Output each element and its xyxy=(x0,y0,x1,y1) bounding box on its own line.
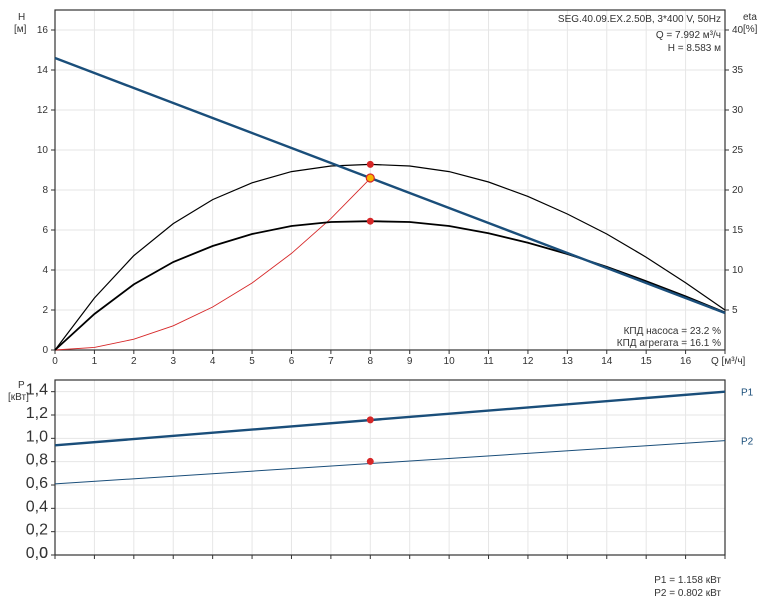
svg-text:16: 16 xyxy=(680,356,692,367)
svg-text:30: 30 xyxy=(732,105,744,116)
p2-curve xyxy=(55,441,725,484)
marker-p1 xyxy=(367,416,374,423)
eta-pump-label: КПД насоса = 23.2 % xyxy=(624,326,722,337)
svg-text:6: 6 xyxy=(42,225,48,236)
svg-text:14: 14 xyxy=(37,65,49,76)
svg-text:[м]: [м] xyxy=(14,24,27,35)
svg-text:0,6: 0,6 xyxy=(26,475,48,492)
svg-text:5: 5 xyxy=(249,356,255,367)
svg-text:11: 11 xyxy=(483,356,494,367)
svg-text:H: H xyxy=(18,12,25,23)
svg-text:9: 9 xyxy=(407,356,413,367)
svg-text:[кВт]: [кВт] xyxy=(8,392,29,403)
marker-p2 xyxy=(367,458,374,465)
eta-unit-label: КПД агрегата = 16.1 % xyxy=(617,338,721,349)
svg-text:10: 10 xyxy=(444,356,456,367)
svg-text:0: 0 xyxy=(52,356,58,367)
svg-text:0: 0 xyxy=(42,345,48,356)
marker-duty-point xyxy=(366,174,374,182)
p1-readout: P1 = 1.158 кВт xyxy=(654,575,721,586)
svg-text:1,2: 1,2 xyxy=(26,405,48,422)
svg-text:10: 10 xyxy=(732,265,744,276)
svg-text:15: 15 xyxy=(641,356,653,367)
chart-svg: 0123456789101112131415162468101214160510… xyxy=(0,0,774,611)
head-curve xyxy=(55,58,725,313)
svg-text:0,4: 0,4 xyxy=(26,498,48,515)
svg-text:0,2: 0,2 xyxy=(26,522,48,539)
svg-text:12: 12 xyxy=(522,356,534,367)
svg-text:40: 40 xyxy=(732,25,744,36)
svg-text:4: 4 xyxy=(42,265,48,276)
p1-series-label: P1 xyxy=(741,388,754,399)
p2-series-label: P2 xyxy=(741,437,754,448)
svg-text:12: 12 xyxy=(37,105,49,116)
svg-text:5: 5 xyxy=(732,305,738,316)
svg-text:14: 14 xyxy=(601,356,613,367)
svg-text:[%]: [%] xyxy=(743,24,758,35)
marker-eta-pump xyxy=(367,161,374,168)
svg-text:P: P xyxy=(18,380,25,391)
marker-eta-unit xyxy=(367,218,374,225)
svg-text:6: 6 xyxy=(289,356,295,367)
svg-text:1: 1 xyxy=(92,356,98,367)
svg-text:13: 13 xyxy=(562,356,574,367)
svg-text:20: 20 xyxy=(732,185,744,196)
svg-text:15: 15 xyxy=(732,225,744,236)
svg-text:2: 2 xyxy=(131,356,137,367)
p2-readout: P2 = 0.802 кВт xyxy=(654,588,721,599)
svg-text:35: 35 xyxy=(732,65,744,76)
svg-text:4: 4 xyxy=(210,356,216,367)
svg-text:16: 16 xyxy=(37,25,49,36)
duty-h-label: H = 8.583 м xyxy=(668,43,721,54)
svg-text:eta: eta xyxy=(743,12,757,23)
p1-curve xyxy=(55,392,725,446)
svg-text:1,0: 1,0 xyxy=(26,428,48,445)
svg-text:2: 2 xyxy=(42,305,48,316)
pump-curve-chart: 0123456789101112131415162468101214160510… xyxy=(0,0,774,611)
chart-title: SEG.40.09.EX.2.50B, 3*400 V, 50Hz xyxy=(558,14,721,25)
svg-text:8: 8 xyxy=(368,356,374,367)
svg-text:1,4: 1,4 xyxy=(26,382,48,399)
svg-text:0,8: 0,8 xyxy=(26,452,48,469)
svg-text:25: 25 xyxy=(732,145,744,156)
svg-text:Q [м³/ч]: Q [м³/ч] xyxy=(711,356,746,367)
svg-text:3: 3 xyxy=(170,356,176,367)
svg-text:8: 8 xyxy=(42,185,48,196)
svg-text:0: 0 xyxy=(39,545,48,562)
svg-text:10: 10 xyxy=(37,145,49,156)
eta-pump-curve xyxy=(55,164,725,350)
duty-q-label: Q = 7.992 м³/ч xyxy=(656,30,721,41)
svg-text:7: 7 xyxy=(328,356,334,367)
